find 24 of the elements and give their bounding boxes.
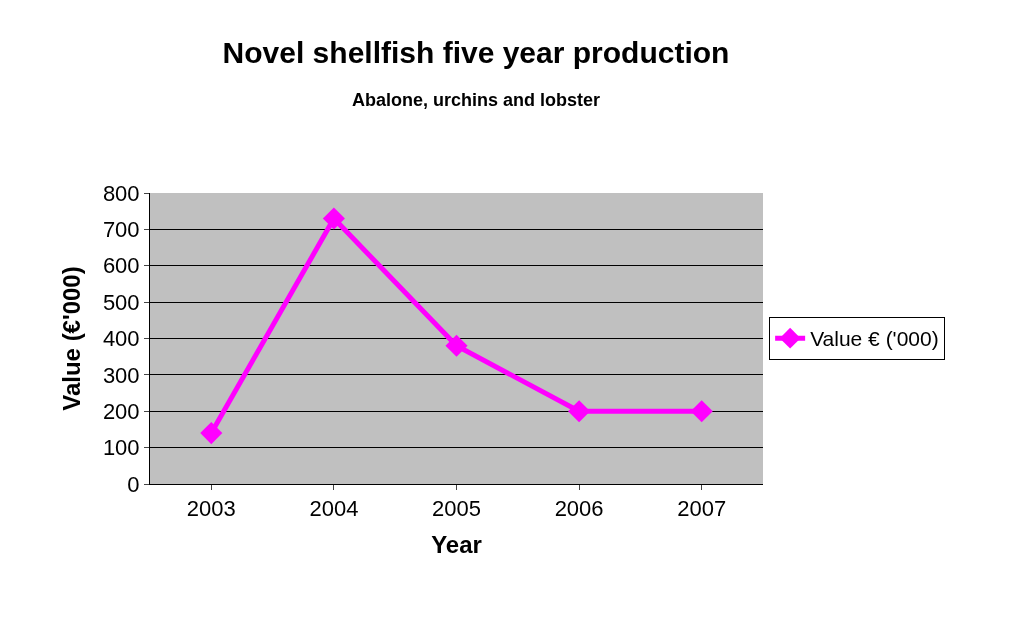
x-tick-label: 2003	[186, 496, 236, 522]
chart-subtitle: Abalone, urchins and lobster	[352, 90, 601, 110]
y-tick-label: 400	[102, 326, 140, 352]
x-tick-label: 2007	[677, 496, 727, 522]
point	[445, 334, 468, 357]
x-tick-label: 2004	[309, 496, 359, 522]
y-tick-label: 500	[102, 289, 140, 315]
y-axis-title: Value (€'000)	[57, 266, 85, 411]
point	[568, 400, 591, 423]
y-tick-label: 300	[102, 362, 140, 388]
x-tick-label: 2006	[554, 496, 604, 522]
y-tick-label: 800	[102, 180, 140, 206]
y-tick-label: 700	[102, 217, 140, 243]
point	[690, 400, 713, 423]
point	[200, 422, 223, 445]
x-tick-label: 2005	[432, 496, 481, 522]
x-axis-title: Year	[431, 530, 482, 558]
legend-label: Value € ('000)	[810, 327, 939, 351]
y-tick-label: 0	[127, 471, 140, 497]
point	[322, 207, 345, 230]
chart-title: Novel shellfish five year production	[222, 35, 730, 69]
y-tick-label: 200	[102, 398, 140, 424]
y-tick-label: 600	[102, 253, 140, 279]
y-tick-label: 100	[102, 435, 140, 461]
